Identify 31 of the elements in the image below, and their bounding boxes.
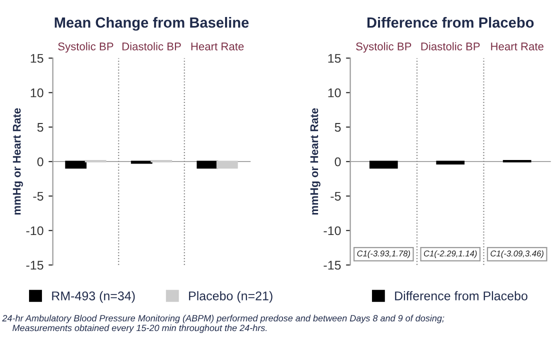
y-tick-label: -15: [324, 260, 341, 270]
y-axis-title: mmHg or Heart Rate: [310, 108, 320, 215]
y-tick-label: 15: [30, 54, 44, 63]
y-tick-label: -15: [26, 260, 44, 270]
annotation: C1(-3.09,3.46): [490, 250, 544, 258]
chart-title: Difference from Placebo: [367, 17, 534, 28]
chart-title: Mean Change from Baseline: [54, 17, 249, 31]
y-tick-label: 15: [328, 54, 341, 63]
legend-label: Placebo (n=21): [189, 291, 272, 303]
annotation: C1(-3.93,1.78): [357, 250, 410, 258]
x-tick-label: Systolic BP: [58, 42, 114, 53]
x-tick-label: Heart Rate: [491, 42, 544, 50]
y-axis-title: mmHg or Heart Rate: [12, 108, 23, 215]
y-tick-label: 0: [37, 157, 44, 166]
x-tick-label: Systolic BP: [356, 42, 412, 53]
legend-label: Difference from Placebo: [395, 291, 528, 300]
y-tick-label: -5: [33, 192, 44, 201]
y-tick-label: 10: [328, 88, 341, 98]
x-tick-label: Diastolic BP: [122, 42, 181, 50]
x-tick-label: Heart Rate: [191, 42, 244, 50]
y-tick-label: -10: [324, 226, 341, 236]
y-tick-label: 10: [30, 88, 44, 98]
y-tick-label: 5: [37, 123, 44, 132]
legend-label: RM-493 (n=34): [52, 291, 135, 303]
y-tick-label: 0: [334, 157, 341, 166]
annotation: C1(-2.29,1.14): [424, 250, 477, 258]
y-tick-label: 5: [334, 123, 341, 132]
y-tick-label: -5: [330, 192, 341, 201]
x-tick-label: Diastolic BP: [421, 42, 480, 50]
text: 24-hr Ambulatory Blood Pressure Monitoring (ABPM) performed predose and between Days 8 and 9 of dosing; Measurements obtained every 15-20 min throughout the 24-hrs.: [2, 314, 444, 333]
y-tick-label: -10: [26, 226, 44, 236]
